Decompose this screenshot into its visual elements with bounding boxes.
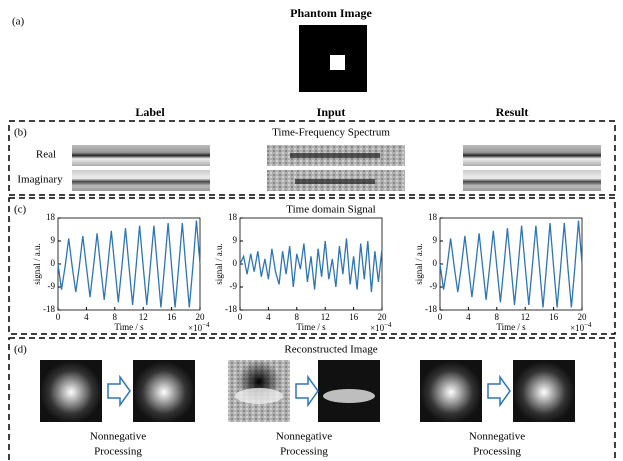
arrow xyxy=(488,377,510,405)
panel-label: (a) xyxy=(12,16,25,28)
title: Phantom Image xyxy=(290,6,372,20)
recon-image xyxy=(513,360,575,422)
signal-line xyxy=(440,221,582,308)
caption: Nonnegative xyxy=(469,431,525,443)
y-tick-label: 9 xyxy=(433,235,438,245)
y-tick-label: -9 xyxy=(430,281,438,291)
x-tick-label: 16 xyxy=(349,312,359,322)
panel-label: (d) xyxy=(14,344,27,356)
recon-images xyxy=(40,360,575,422)
column-header: Input xyxy=(317,105,346,119)
x-tick-label: 16 xyxy=(167,312,177,322)
spectrum-feature xyxy=(290,153,380,158)
x-tick-label: 4 xyxy=(266,312,271,322)
caption: Nonnegative xyxy=(90,431,146,443)
x-tick-label: 12 xyxy=(321,312,330,322)
spectrum-image xyxy=(72,170,210,191)
y-tick-label: 0 xyxy=(433,258,438,268)
spectrum-image xyxy=(463,170,601,191)
column-header: Label xyxy=(135,105,165,119)
y-tick-label: 9 xyxy=(51,235,56,245)
offset-exponent: −4 xyxy=(384,321,392,329)
x-tick-label: 4 xyxy=(466,312,471,322)
recon-feature xyxy=(235,388,283,404)
x-tick-label: 16 xyxy=(549,312,559,322)
recon-image xyxy=(40,360,102,422)
caption: Processing xyxy=(280,446,328,458)
row-label: Imaginary xyxy=(17,174,63,186)
x-tick-label: 12 xyxy=(521,312,530,322)
panel-label: (c) xyxy=(14,204,27,216)
recon-image xyxy=(420,360,482,422)
caption: Nonnegative xyxy=(276,431,332,443)
x-axis-label: Time / s xyxy=(296,322,326,332)
offset-exponent: −4 xyxy=(202,321,210,329)
x-tick-label: 8 xyxy=(295,312,300,322)
x-tick-label: 8 xyxy=(113,312,118,322)
recon-feature xyxy=(323,389,375,403)
spectrum-image xyxy=(463,145,601,166)
x-tick-label: 4 xyxy=(84,312,89,322)
y-tick-label: 18 xyxy=(428,212,438,222)
y-axis-label: signal / a.u. xyxy=(214,243,224,285)
signal-line xyxy=(58,221,200,308)
x-axis-label: Time / s xyxy=(114,322,144,332)
x-tick-label: 0 xyxy=(438,312,443,322)
figure: (a) Phantom Image Label Input Result (b)… xyxy=(0,0,623,461)
y-tick-label: -9 xyxy=(230,281,238,291)
caption: Processing xyxy=(94,446,142,458)
recon-image xyxy=(133,360,195,422)
y-tick-label: -9 xyxy=(48,281,56,291)
x-tick-label: 8 xyxy=(495,312,500,322)
y-tick-label: -18 xyxy=(425,304,437,314)
offset-base: ×10 xyxy=(188,323,203,333)
y-tick-label: 0 xyxy=(51,258,56,268)
y-axis-label: signal / a.u. xyxy=(414,243,424,285)
y-tick-label: 9 xyxy=(233,235,238,245)
y-tick-label: 0 xyxy=(233,258,238,268)
phantom-square xyxy=(330,55,345,70)
y-tick-label: -18 xyxy=(225,304,237,314)
row-label: Real xyxy=(36,149,56,161)
signal-line xyxy=(240,238,382,292)
caption: Processing xyxy=(473,446,521,458)
panel-title: Time domain Signal xyxy=(286,204,375,216)
y-tick-label: 18 xyxy=(228,212,238,222)
panel-title: Reconstructed Image xyxy=(284,344,377,356)
panel-title: Time-Frequency Spectrum xyxy=(272,127,390,139)
spectrum-feature xyxy=(295,179,375,184)
y-tick-label: 18 xyxy=(46,212,56,222)
x-tick-label: 0 xyxy=(56,312,61,322)
y-tick-label: -18 xyxy=(43,304,55,314)
y-axis-label: signal / a.u. xyxy=(32,243,42,285)
arrow xyxy=(296,377,318,405)
x-tick-label: 12 xyxy=(139,312,148,322)
plot-frame xyxy=(240,218,382,310)
offset-base: ×10 xyxy=(570,323,585,333)
x-offset-text: ×10−4 xyxy=(570,321,592,333)
offset-base: ×10 xyxy=(370,323,385,333)
column-header: Result xyxy=(496,105,529,119)
arrow xyxy=(108,377,130,405)
x-axis-label: Time / s xyxy=(496,322,526,332)
x-tick-label: 0 xyxy=(238,312,243,322)
x-offset-text: ×10−4 xyxy=(188,321,210,333)
x-offset-text: ×10−4 xyxy=(370,321,392,333)
panel-label: (b) xyxy=(14,127,27,139)
offset-exponent: −4 xyxy=(584,321,592,329)
spectrum-image xyxy=(72,145,210,166)
